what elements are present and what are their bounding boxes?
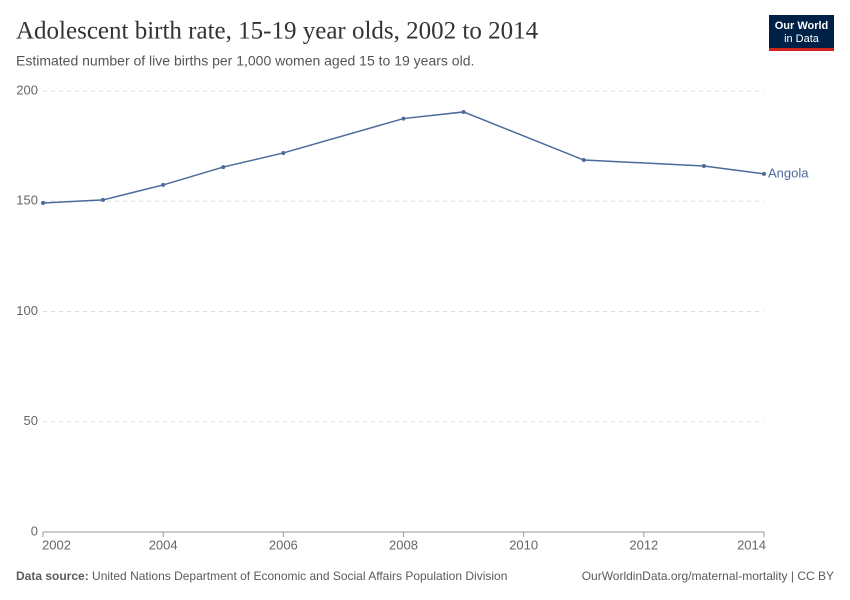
logo[interactable]: Our World in Data — [769, 15, 834, 51]
logo-box — [769, 15, 834, 48]
x-tick-label: 2008 — [389, 537, 418, 552]
source-text: United Nations Department of Economic an… — [92, 569, 507, 583]
y-tick-label: 100 — [16, 303, 38, 318]
x-tick-label: 2004 — [149, 537, 178, 552]
y-tick-label: 150 — [16, 193, 38, 208]
logo-text: Our World — [775, 20, 829, 32]
chart-title: Adolescent birth rate, 15-19 year olds, … — [16, 18, 539, 45]
data-point — [41, 201, 45, 206]
data-point — [281, 150, 286, 155]
data-point — [401, 116, 406, 121]
data-point — [581, 158, 586, 163]
logo-bar — [769, 48, 834, 51]
x-tick-label: 2014 — [737, 537, 766, 552]
series-label: Angola — [768, 165, 809, 180]
data-point — [461, 109, 466, 114]
x-tick-label: 2012 — [629, 537, 658, 552]
x-tick-label: 2010 — [509, 537, 538, 552]
y-tick-label: 200 — [16, 82, 38, 97]
x-tick-label: 2002 — [42, 537, 71, 552]
source-label: Data source: — [16, 569, 89, 583]
data-point — [221, 165, 226, 170]
x-tick-label: 2006 — [269, 537, 298, 552]
source: Data source: United Nations Department o… — [16, 569, 507, 583]
y-tick-label: 0 — [31, 523, 38, 538]
data-point — [762, 171, 766, 176]
logo-text: in Data — [784, 33, 820, 45]
footer-link[interactable]: OurWorldinData.org/maternal-mortality | … — [582, 569, 834, 583]
data-point — [161, 182, 166, 187]
data-point — [101, 197, 106, 202]
y-tick-label: 50 — [24, 413, 38, 428]
data-point — [701, 163, 706, 168]
chart-subtitle: Estimated number of live births per 1,00… — [16, 53, 474, 69]
series-line — [42, 111, 765, 204]
